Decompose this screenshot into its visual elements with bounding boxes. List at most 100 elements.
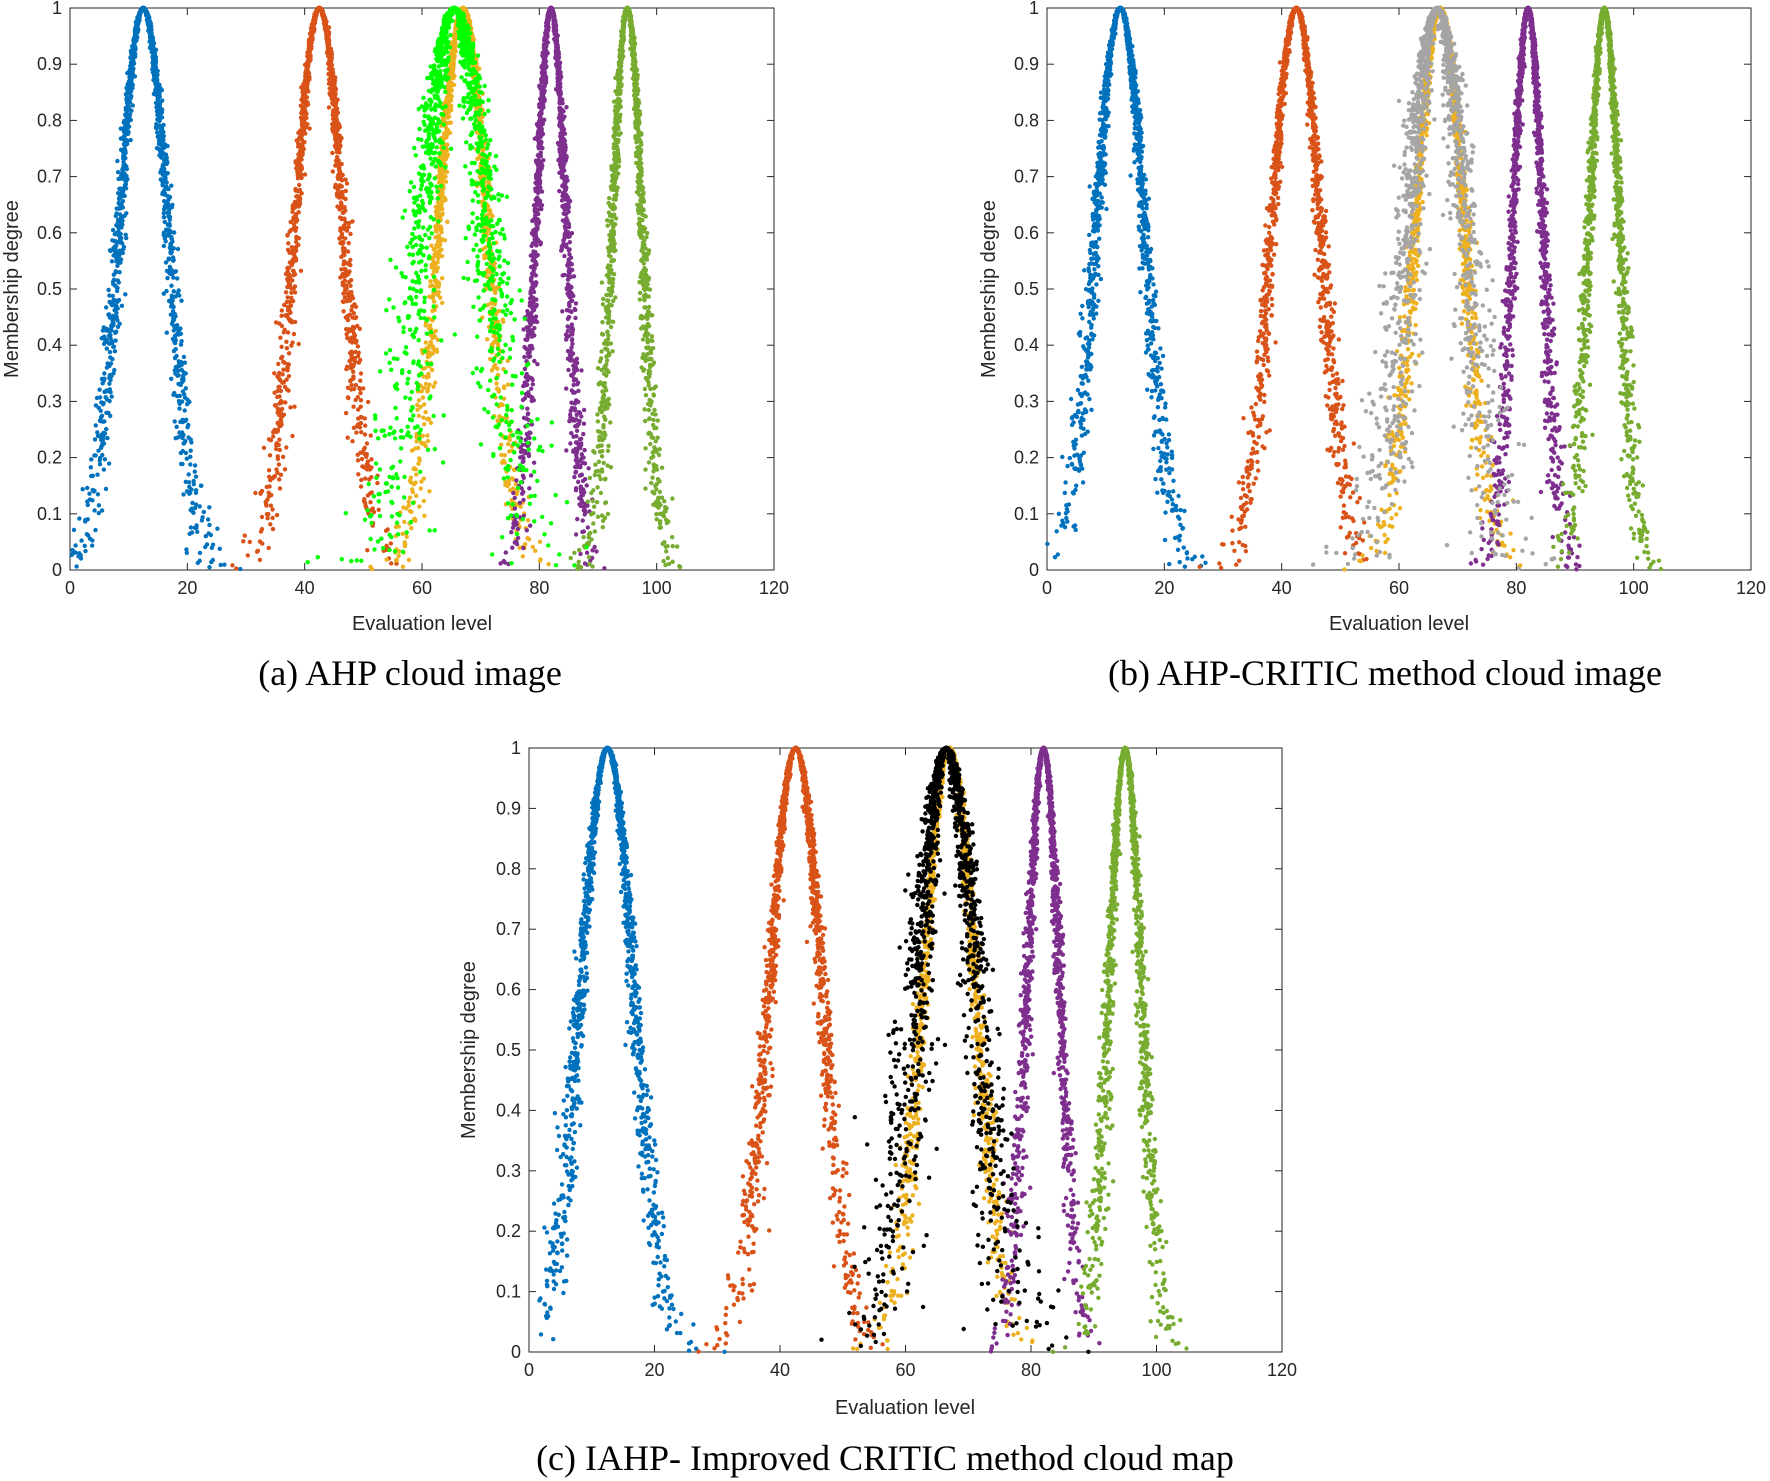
cloud-drop [162, 145, 167, 150]
cloud-drop [158, 86, 163, 91]
cloud-drop [104, 426, 109, 432]
cloud-drop [97, 418, 103, 423]
cloud-drop [280, 454, 286, 460]
cloud-drop [101, 400, 106, 406]
cloud-drop [331, 95, 336, 100]
cloud-drop [420, 395, 426, 400]
cloud-drop [330, 69, 335, 75]
cloud-drop [121, 186, 126, 191]
cloud-drop [169, 245, 174, 251]
cloud-drop [334, 158, 340, 163]
cloud-drop [266, 468, 272, 473]
cloud-drop [328, 74, 334, 79]
cloud-drop [95, 430, 100, 435]
cloud-drop [259, 488, 265, 494]
cloud-drop [330, 127, 335, 132]
cloud-drop [284, 445, 289, 450]
cloud-drop [171, 257, 176, 263]
cloud-drop [362, 445, 367, 451]
cloud-drop [95, 472, 100, 477]
cloud-drop [177, 406, 182, 411]
cloud-drop [348, 257, 353, 263]
cloud-drop [348, 283, 353, 288]
cloud-drop [83, 548, 88, 554]
cloud-drop [108, 355, 113, 360]
cloud-drop [188, 525, 194, 530]
cloud-drop [191, 478, 196, 484]
cloud-drop [306, 49, 311, 54]
cloud-drop [104, 410, 109, 415]
cloud-drop [291, 331, 297, 337]
cloud-drop [281, 367, 286, 372]
cloud-drop [287, 250, 292, 255]
cloud-drop [396, 553, 401, 558]
cloud-drop [431, 384, 436, 389]
cloud-drop [169, 236, 174, 242]
cloud-drop [189, 440, 194, 445]
cloud-drop [279, 323, 285, 329]
cloud-drop [301, 86, 306, 91]
cloud-drop [288, 405, 293, 410]
cloud-drop [130, 56, 135, 62]
cloud-drop [582, 561, 588, 566]
cloud-drop [364, 441, 370, 446]
cloud-drop [119, 175, 124, 181]
cloud-drop [148, 33, 153, 38]
cloud-drop [97, 462, 103, 467]
cloud-drop [277, 377, 283, 382]
cloud-drop [336, 125, 341, 130]
cloud-drop [406, 503, 411, 508]
cloud-drop [303, 80, 308, 85]
cloud-drop [353, 349, 358, 355]
cloud-drop [134, 26, 139, 31]
cloud-drop [351, 369, 356, 374]
cloud-drop [107, 372, 113, 378]
cloud-drop [108, 361, 114, 366]
cloud-drop [173, 355, 178, 360]
cloud-drop [290, 260, 296, 265]
cloud-drop [343, 260, 349, 266]
cloud-drop [312, 16, 318, 21]
cloud-drop [347, 298, 353, 303]
cloud-drop [110, 340, 115, 345]
cloud-drop [154, 78, 160, 83]
cloud-drop [70, 547, 75, 553]
cloud-drop [116, 191, 121, 196]
cloud-drop [525, 518, 531, 523]
cloud-drop [173, 364, 178, 370]
cloud-drop [436, 243, 442, 249]
cloud-drop [113, 269, 118, 274]
cloud-drop [168, 270, 173, 276]
cloud-drop [84, 532, 90, 537]
cloud-drop [83, 517, 88, 523]
cloud-drop [507, 437, 512, 442]
cloud-drop [416, 398, 422, 403]
cloud-drop [442, 135, 448, 141]
cloud-drop [160, 190, 166, 195]
cloud-drop [273, 320, 279, 325]
cloud-drop [230, 563, 235, 568]
cloud-drop [289, 245, 295, 250]
cloud-drop [160, 179, 166, 185]
cloud-drop [93, 423, 99, 428]
cloud-drop [171, 317, 177, 322]
cloud-drop [154, 146, 160, 151]
cloud-drop [438, 168, 443, 173]
cloud-drop [291, 202, 296, 207]
cloud-drop [275, 406, 280, 411]
cloud-drop [277, 477, 282, 482]
cloud-drop [292, 253, 297, 259]
cloud-drop [176, 435, 181, 440]
cloud-drop [146, 28, 151, 33]
cloud-drop [326, 66, 332, 72]
cloud-drop [337, 236, 342, 241]
cloud-drop [438, 239, 443, 244]
cloud-drop [505, 382, 511, 387]
cloud-drop [294, 248, 299, 253]
cloud-drop [126, 105, 132, 111]
cloud-drop [186, 435, 191, 440]
cloud-drop [203, 534, 208, 539]
cloud-drop [119, 171, 125, 176]
cloud-drop [108, 332, 113, 338]
cloud-drop [118, 205, 123, 211]
